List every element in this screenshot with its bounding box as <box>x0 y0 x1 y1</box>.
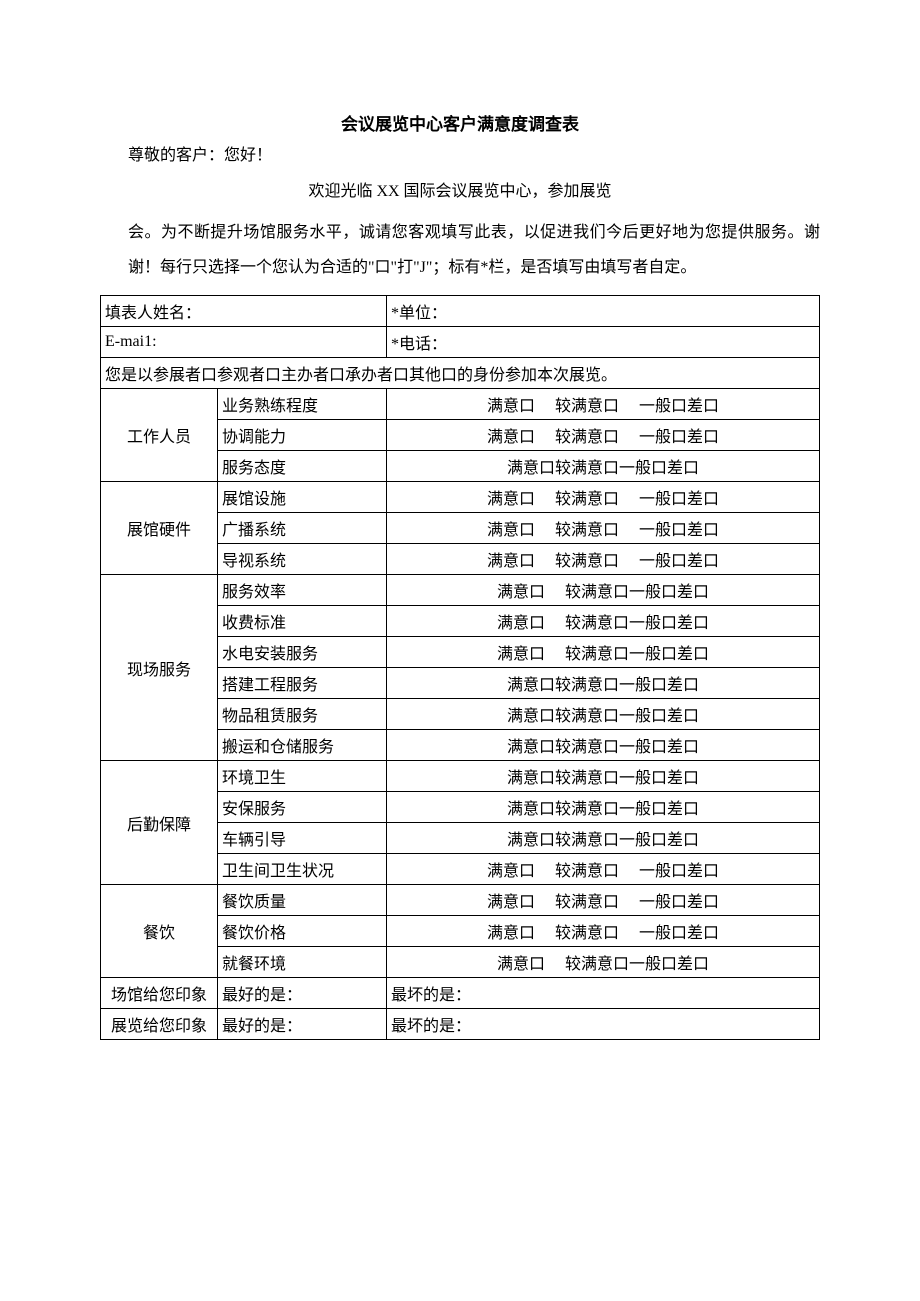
rating-options: 满意口 较满意口一般口差口 <box>387 575 820 606</box>
category-label: 工作人员 <box>101 389 218 482</box>
rating-options: 满意口较满意口一般口差口 <box>387 451 820 482</box>
item-label: 展馆设施 <box>218 482 387 513</box>
exhibit-best-label: 最好的是： <box>218 1009 387 1040</box>
email-label: E-mai1: <box>101 327 387 358</box>
rating-options: 满意口 较满意口一般口差口 <box>387 637 820 668</box>
phone-label: *电话： <box>387 327 820 358</box>
header-row-email-phone: E-mai1: *电话： <box>101 327 820 358</box>
rating-options: 满意口较满意口一般口差口 <box>387 761 820 792</box>
rating-options: 满意口较满意口一般口差口 <box>387 699 820 730</box>
identity-text: 您是以参展者口参观者口主办者口承办者口其他口的身份参加本次展览。 <box>101 358 820 389</box>
category-label: 餐饮 <box>101 885 218 978</box>
item-label: 服务效率 <box>218 575 387 606</box>
item-label: 餐饮价格 <box>218 916 387 947</box>
item-label: 物品租赁服务 <box>218 699 387 730</box>
rating-options: 满意口 较满意口 一般口差口 <box>387 544 820 575</box>
rating-options: 满意口 较满意口 一般口差口 <box>387 854 820 885</box>
item-label: 广播系统 <box>218 513 387 544</box>
rating-options: 满意口较满意口一般口差口 <box>387 668 820 699</box>
exhibit-impression-row: 展览给您印象 最好的是： 最坏的是： <box>101 1009 820 1040</box>
survey-row: 后勤保障环境卫生满意口较满意口一般口差口 <box>101 761 820 792</box>
rating-options: 满意口较满意口一般口差口 <box>387 823 820 854</box>
survey-row: 展馆硬件展馆设施满意口 较满意口 一般口差口 <box>101 482 820 513</box>
page-container: 会议展览中心客户满意度调查表 尊敬的客户：您好！ 欢迎光临 XX 国际会议展览中… <box>0 0 920 1040</box>
rating-options: 满意口 较满意口 一般口差口 <box>387 482 820 513</box>
item-label: 车辆引导 <box>218 823 387 854</box>
document-title: 会议展览中心客户满意度调查表 <box>100 110 820 135</box>
category-label: 现场服务 <box>101 575 218 761</box>
item-label: 服务态度 <box>218 451 387 482</box>
item-label: 卫生间卫生状况 <box>218 854 387 885</box>
venue-worst-label: 最坏的是： <box>387 978 820 1009</box>
rating-options: 满意口 较满意口 一般口差口 <box>387 420 820 451</box>
rating-options: 满意口 较满意口一般口差口 <box>387 606 820 637</box>
venue-impression-label: 场馆给您印象 <box>101 978 218 1009</box>
category-label: 后勤保障 <box>101 761 218 885</box>
venue-best-label: 最好的是： <box>218 978 387 1009</box>
unit-label: *单位： <box>387 296 820 327</box>
survey-table: 填表人姓名： *单位： E-mai1: *电话： 您是以参展者口参观者口主办者口… <box>100 295 820 1040</box>
item-label: 业务熟练程度 <box>218 389 387 420</box>
item-label: 收费标准 <box>218 606 387 637</box>
item-label: 搬运和仓储服务 <box>218 730 387 761</box>
item-label: 环境卫生 <box>218 761 387 792</box>
item-label: 水电安装服务 <box>218 637 387 668</box>
item-label: 餐饮质量 <box>218 885 387 916</box>
item-label: 安保服务 <box>218 792 387 823</box>
greeting-text: 尊敬的客户：您好！ <box>128 141 820 165</box>
survey-row: 现场服务服务效率满意口 较满意口一般口差口 <box>101 575 820 606</box>
exhibit-impression-label: 展览给您印象 <box>101 1009 218 1040</box>
item-label: 协调能力 <box>218 420 387 451</box>
instruction-paragraph: 会。为不断提升场馆服务水平，诚请您客观填写此表，以促进我们今后更好地为您提供服务… <box>128 215 820 285</box>
rating-options: 满意口 较满意口一般口差口 <box>387 947 820 978</box>
survey-row: 工作人员业务熟练程度满意口 较满意口 一般口差口 <box>101 389 820 420</box>
rating-options: 满意口较满意口一般口差口 <box>387 730 820 761</box>
rating-options: 满意口较满意口一般口差口 <box>387 792 820 823</box>
exhibit-worst-label: 最坏的是： <box>387 1009 820 1040</box>
item-label: 就餐环境 <box>218 947 387 978</box>
category-label: 展馆硬件 <box>101 482 218 575</box>
rating-options: 满意口 较满意口 一般口差口 <box>387 513 820 544</box>
header-row-name-unit: 填表人姓名： *单位： <box>101 296 820 327</box>
rating-options: 满意口 较满意口 一般口差口 <box>387 885 820 916</box>
item-label: 搭建工程服务 <box>218 668 387 699</box>
name-label: 填表人姓名： <box>101 296 387 327</box>
welcome-text: 欢迎光临 XX 国际会议展览中心，参加展览 <box>160 177 760 201</box>
rating-options: 满意口 较满意口 一般口差口 <box>387 389 820 420</box>
survey-row: 餐饮餐饮质量满意口 较满意口 一般口差口 <box>101 885 820 916</box>
item-label: 导视系统 <box>218 544 387 575</box>
identity-row: 您是以参展者口参观者口主办者口承办者口其他口的身份参加本次展览。 <box>101 358 820 389</box>
rating-options: 满意口 较满意口 一般口差口 <box>387 916 820 947</box>
venue-impression-row: 场馆给您印象 最好的是： 最坏的是： <box>101 978 820 1009</box>
